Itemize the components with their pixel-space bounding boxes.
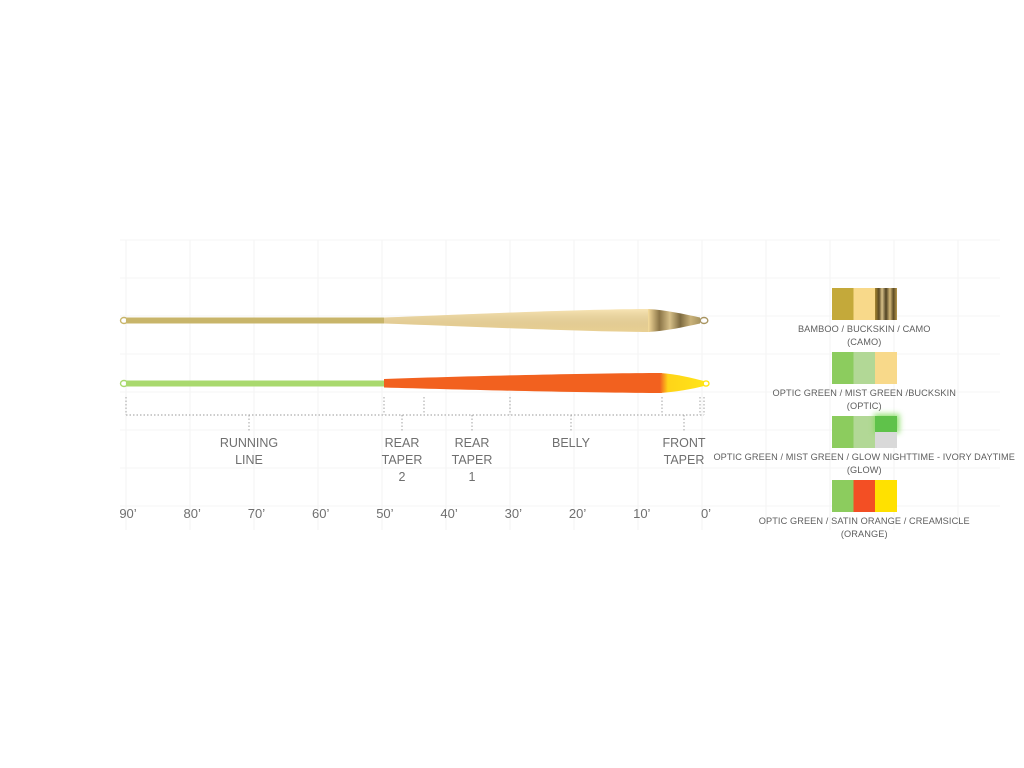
scale-tick-label: 70’: [248, 506, 265, 521]
swatch-chip: [853, 288, 876, 320]
swatch-chip: [853, 416, 876, 448]
scale-tick-label: 80’: [184, 506, 201, 521]
swatch-chip: [875, 480, 897, 512]
segment-label-line: REAR: [455, 436, 490, 450]
distance-scale: 90’ 80’ 70’ 60’ 50’ 40’ 30’ 20’ 10’ 0’: [119, 506, 711, 521]
scale-tick-label: 50’: [376, 506, 393, 521]
segment-label-belly: BELLY: [552, 436, 591, 450]
head-section-shade: [384, 309, 650, 332]
swatch-chip: [853, 352, 876, 384]
front-taper-section: [660, 373, 704, 393]
fly-line-camo: [119, 309, 709, 332]
swatch-chip: [853, 480, 876, 512]
segment-label-line: 1: [469, 470, 476, 484]
colorway-orange: OPTIC GREEN / SATIN ORANGE / CREAMSICLE (…: [759, 480, 970, 539]
segment-label-line: TAPER: [382, 453, 423, 467]
segment-labels: RUNNING LINE REAR TAPER 2 REAR TAPER 1 BELLY FRON…: [220, 436, 706, 484]
scale-tick-label: 60’: [312, 506, 329, 521]
swatch-chip: [875, 352, 897, 384]
front-loop: [702, 380, 710, 387]
segment-label-line: BELLY: [552, 436, 591, 450]
front-loop: [699, 316, 709, 325]
colorway-code: (ORANGE): [841, 529, 888, 539]
swatch-chip: [832, 480, 854, 512]
colorway-optic: OPTIC GREEN / MIST GREEN /BUCKSKIN (OPTIC…: [773, 352, 956, 411]
colorway-camo: BAMBOO / BUCKSKIN / CAMO (CAMO): [798, 288, 931, 347]
scale-tick-label: 40’: [440, 506, 457, 521]
colorway-glow: OPTIC GREEN / MIST GREEN / GLOW NIGHTTIM…: [713, 414, 1015, 475]
swatch-chip: [832, 416, 854, 448]
scale-tick-label: 10’: [633, 506, 650, 521]
colorway-name: BAMBOO / BUCKSKIN / CAMO: [798, 324, 931, 334]
segment-label-front-taper: FRONT TAPER: [662, 436, 705, 467]
colorway-code: (OPTIC): [847, 401, 882, 411]
scale-tick-label: 90’: [119, 506, 136, 521]
segment-label-rear-taper-1: REAR TAPER 1: [452, 436, 493, 484]
colorway-code: (CAMO): [847, 337, 881, 347]
colorway-name: OPTIC GREEN / SATIN ORANGE / CREAMSICLE: [759, 516, 970, 526]
swatch-chip-night: [875, 416, 897, 432]
running-line-section: [126, 380, 386, 387]
colorway-name: OPTIC GREEN / MIST GREEN / GLOW NIGHTTIM…: [713, 452, 1015, 462]
running-line-section: [126, 317, 386, 324]
colorway-code: (GLOW): [847, 465, 882, 475]
segment-label-line: RUNNING: [220, 436, 278, 450]
segment-label-line: REAR: [385, 436, 420, 450]
front-taper-section: [648, 309, 700, 332]
swatch-chip: [832, 288, 854, 320]
scale-tick-label: 30’: [505, 506, 522, 521]
fly-line-orange: [119, 373, 710, 393]
segment-label-line: 2: [399, 470, 406, 484]
segment-bracket: [125, 397, 705, 432]
segment-label-running-line: RUNNING LINE: [220, 436, 278, 467]
scale-tick-label: 20’: [569, 506, 586, 521]
segment-label-line: TAPER: [452, 453, 493, 467]
colorway-name: OPTIC GREEN / MIST GREEN /BUCKSKIN: [773, 388, 956, 398]
segment-label-rear-taper-2: REAR TAPER 2: [382, 436, 423, 484]
segment-label-line: TAPER: [664, 453, 705, 467]
scale-tick-label: 0’: [701, 506, 711, 521]
swatch-chip-day: [875, 432, 897, 448]
colorway-legend: BAMBOO / BUCKSKIN / CAMO (CAMO) OPTIC GREE…: [713, 288, 1015, 539]
segment-label-line: LINE: [235, 453, 263, 467]
segment-label-line: FRONT: [662, 436, 705, 450]
head-section: [384, 373, 662, 393]
swatch-chip: [832, 352, 854, 384]
swatch-chip: [875, 288, 897, 320]
